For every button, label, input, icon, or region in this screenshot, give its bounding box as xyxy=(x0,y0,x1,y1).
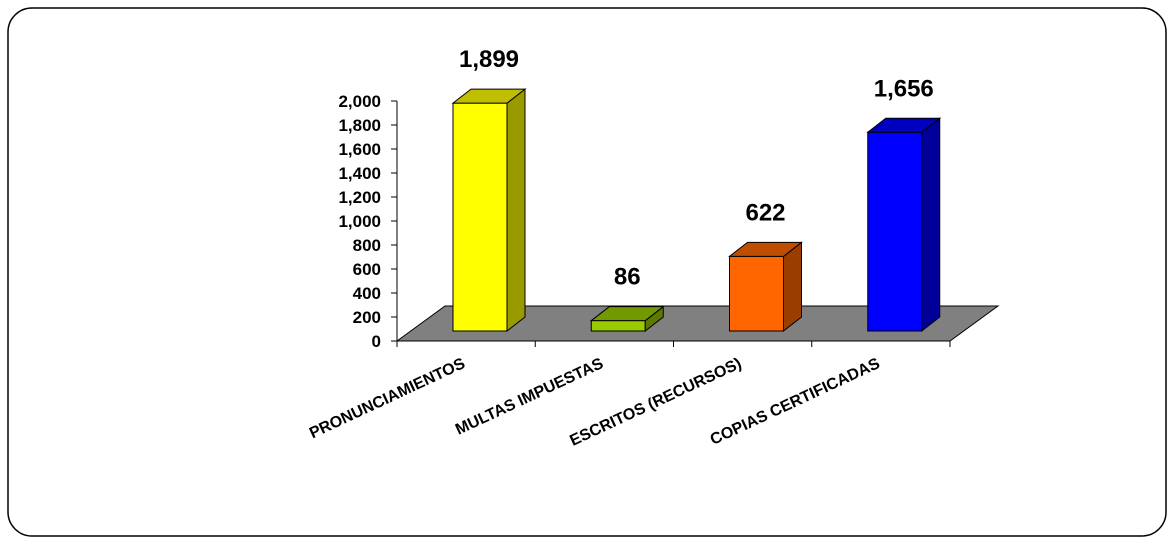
bar-top xyxy=(866,117,942,133)
bar-side xyxy=(783,241,802,333)
bar xyxy=(589,305,665,333)
y-tick-label: 800 xyxy=(353,236,381,255)
value-label: 622 xyxy=(745,199,785,226)
y-tick-label: 1,000 xyxy=(338,212,381,231)
value-label: 1,899 xyxy=(459,46,519,73)
bar xyxy=(728,241,803,333)
bar xyxy=(451,88,527,333)
y-tick-label: 1,800 xyxy=(338,116,381,135)
y-tick-label: 200 xyxy=(353,308,381,327)
y-tick-label: 1,200 xyxy=(338,188,381,207)
y-tick-label: 1,400 xyxy=(338,164,381,183)
bar-front xyxy=(867,131,923,332)
y-tick-label: 0 xyxy=(372,332,381,351)
bar-side xyxy=(921,117,941,333)
frame xyxy=(7,7,1167,537)
bar-top xyxy=(589,306,665,322)
bar-side xyxy=(506,88,526,333)
y-tick-label: 1,600 xyxy=(338,140,381,159)
bar-top xyxy=(451,88,527,104)
value-label: 86 xyxy=(614,264,641,291)
y-tick-label: 400 xyxy=(353,284,381,303)
bar-front xyxy=(590,320,646,332)
y-tick-label: 2,000 xyxy=(338,92,381,111)
value-label: 1,656 xyxy=(874,75,934,102)
bar-top xyxy=(728,241,803,257)
bar xyxy=(866,117,942,333)
y-tick-label: 600 xyxy=(353,260,381,279)
bar-front xyxy=(452,102,508,332)
bar-front xyxy=(729,255,784,332)
